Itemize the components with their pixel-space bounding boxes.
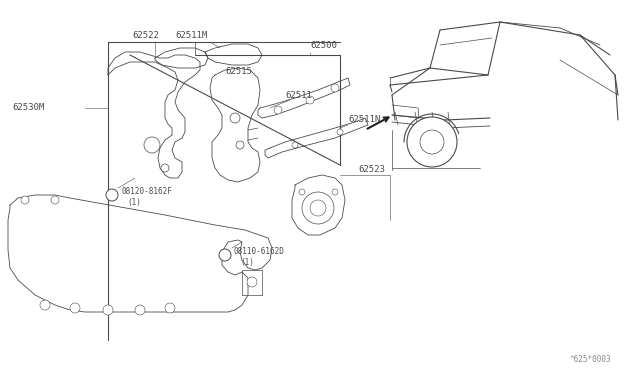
Circle shape <box>161 164 169 172</box>
Circle shape <box>40 300 50 310</box>
Polygon shape <box>265 118 368 158</box>
Circle shape <box>135 305 145 315</box>
Text: 62515: 62515 <box>225 67 252 77</box>
Circle shape <box>230 113 240 123</box>
Text: 62511M: 62511M <box>175 31 207 39</box>
Circle shape <box>70 303 80 313</box>
Circle shape <box>247 277 257 287</box>
Circle shape <box>236 141 244 149</box>
Text: 08110-6162D: 08110-6162D <box>234 247 285 257</box>
Circle shape <box>103 305 113 315</box>
Polygon shape <box>108 52 200 178</box>
Polygon shape <box>155 48 208 68</box>
Text: 62523: 62523 <box>358 166 385 174</box>
Polygon shape <box>8 195 272 312</box>
Circle shape <box>299 189 305 195</box>
Text: 08120-8162F: 08120-8162F <box>121 187 172 196</box>
Circle shape <box>106 189 118 201</box>
Text: ^625*0003: ^625*0003 <box>570 356 612 365</box>
Circle shape <box>332 189 338 195</box>
Circle shape <box>420 130 444 154</box>
Text: 62530M: 62530M <box>12 103 44 112</box>
Circle shape <box>292 142 298 148</box>
Circle shape <box>51 196 59 204</box>
Text: 62522: 62522 <box>132 31 159 39</box>
Circle shape <box>310 200 326 216</box>
Circle shape <box>306 96 314 104</box>
Circle shape <box>165 303 175 313</box>
Polygon shape <box>205 44 262 65</box>
Circle shape <box>219 249 231 261</box>
Circle shape <box>331 84 339 92</box>
Circle shape <box>407 117 457 167</box>
Polygon shape <box>210 68 260 182</box>
Circle shape <box>144 137 160 153</box>
Circle shape <box>337 129 343 135</box>
Polygon shape <box>258 78 350 118</box>
Text: 62511N: 62511N <box>348 115 380 125</box>
Circle shape <box>274 106 282 114</box>
Text: 62500: 62500 <box>310 41 337 49</box>
Circle shape <box>21 196 29 204</box>
Text: (1): (1) <box>127 198 141 206</box>
Polygon shape <box>292 175 345 235</box>
Text: (1): (1) <box>240 257 254 266</box>
Circle shape <box>302 192 334 224</box>
Text: 62511: 62511 <box>285 90 312 99</box>
